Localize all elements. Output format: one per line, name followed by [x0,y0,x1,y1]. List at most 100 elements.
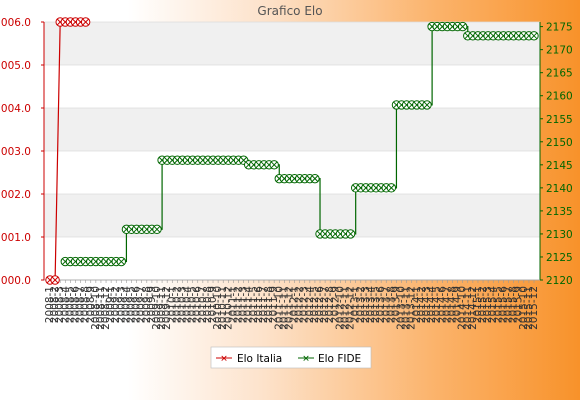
x-tick-label: 2010-8 [202,286,214,323]
fide-point-cross-b [347,230,354,238]
right-tick-label: 2140 [546,183,573,195]
x-tick-label: 2014-4 [426,286,438,324]
left-tick-label: 2006.0 [0,17,31,29]
x-tick-label: 2014-8 [446,286,458,323]
x-tick-label: 2010-1 [166,286,178,323]
x-tick-label: 2009-4 [120,286,132,324]
x-tick-label: 2013-4 [365,286,377,324]
right-tick-label: 2130 [546,229,573,241]
x-tick-label: 2013-8 [385,286,397,323]
x-tick-label: 2011-3 [238,286,250,323]
x-tick-label: 2012-1 [289,286,301,323]
x-tick-label: 2008-9 [85,286,97,323]
x-tick-label: 2011-5 [248,286,260,323]
x-tick-label: 2015-4 [487,286,499,324]
x-tick-label: 2015-11 [523,286,535,330]
left-tick-label: 2002.0 [0,189,31,201]
legend-fide-marker: ✕ [302,355,310,365]
x-tick-label: 2013-7 [380,286,392,323]
x-tick-label: 2010-9 [207,286,219,323]
x-tick-label: 2012-7 [319,286,331,323]
x-tick-label: 2013-2 [355,286,367,323]
fide-point-cross-b [153,225,161,233]
x-tick-label: 2008-7 [75,286,87,323]
x-tick-label: 2008-12 [100,286,112,330]
x-tick-label: 2013-3 [360,286,372,323]
x-tick-label: 2015-1 [472,286,484,323]
chart-title: Grafico Elo [257,4,322,18]
x-tick-label: 2010-12 [222,286,234,330]
right-tick-label: 2160 [546,91,573,103]
x-tick-label: 2009-6 [131,286,143,324]
x-tick-label: 2014-2 [416,286,428,323]
x-tick-label: 2012-12 [345,286,357,330]
x-tick-label: 2009-8 [141,286,153,323]
x-tick-label: 2010-4 [182,286,194,324]
x-tick-label: 2013-6 [375,286,387,324]
x-tick-label: 2012-10 [334,286,346,330]
left-tick-label: 2005.0 [0,60,31,72]
x-tick-label: 2011-8 [263,286,275,323]
fide-point [529,31,539,41]
italia-point [80,17,91,27]
fide-point-cross-b [423,101,431,109]
x-tick-label: 2015-7 [503,286,515,323]
italia-point-cross-b [51,276,59,284]
x-tick-label: 2008-10 [90,286,102,330]
x-tick-label: 2015-6 [497,286,509,324]
series-elo-italia [45,17,91,285]
x-tick-label: 2013-12 [406,286,418,330]
x-tick-label: 2012-5 [309,286,321,323]
legend: ✕ Elo Italia ✕ Elo FIDE [210,346,372,369]
x-tick-label: 2015-9 [513,286,525,323]
x-tick-label: 2011-11 [278,286,290,330]
left-tick-label: 2001.0 [0,232,31,244]
x-tick-label: 2014-7 [441,286,453,323]
fide-point [345,229,356,239]
right-tick-label: 2155 [546,114,573,126]
x-tick-label: 2012-2 [294,286,306,323]
x-tick-label: 2012-6 [314,286,326,324]
x-tick-label: 2008-8 [80,286,92,323]
x-tick-label: 2010-11 [217,286,229,330]
x-tick-label: 2008-1 [44,286,56,323]
legend-elo-fide: Elo FIDE [318,353,361,365]
x-tick-label: 2009-7 [136,286,148,323]
plot-band [44,194,540,237]
x-tick-label: 2011-2 [233,286,245,323]
x-tick-label: 2011-10 [273,286,285,330]
fide-point [269,160,279,170]
x-tick-label: 2014-10 [457,286,469,330]
x-tick-label: 2009-2 [110,286,122,323]
fide-point [116,256,127,267]
x-tick-label: 2015-3 [482,286,494,323]
x-tick-label: 2011-6 [253,286,265,324]
fide-point-cross-b [387,184,395,192]
x-tick-label: 2008-2 [49,286,61,323]
x-tick-label: 2011-9 [268,286,280,323]
fide-point [457,21,468,32]
x-tick-label: 2008-4 [59,286,71,324]
x-tick-label: 2011-1 [227,286,239,323]
x-tick-label: 2009-3 [115,286,127,323]
x-tick-label: 2010-3 [176,286,188,323]
x-tick-label: 2009-10 [151,286,163,330]
legend-italia-marker: ✕ [220,355,228,365]
x-tick-label: 2012-8 [324,286,336,323]
legend-elo-italia: Elo Italia [237,353,282,365]
fide-point-cross-b [117,258,125,265]
x-tick-label: 2014-1 [411,286,423,323]
x-tick-label: 2014-9 [452,286,464,323]
x-tick-label: 2008-3 [54,286,66,323]
x-tick-label: 2008-11 [95,286,107,330]
x-tick-label: 2011-7 [258,286,270,323]
x-tick-label: 2012-11 [339,286,351,330]
right-tick-label: 2145 [546,160,573,172]
x-tick-label: 2010-5 [187,286,199,323]
x-tick-label: 2013-1 [350,286,362,323]
x-tick-label: 2009-12 [161,286,173,330]
x-tick-label: 2008-5 [64,286,76,323]
x-tick-label: 2011-4 [243,286,255,324]
